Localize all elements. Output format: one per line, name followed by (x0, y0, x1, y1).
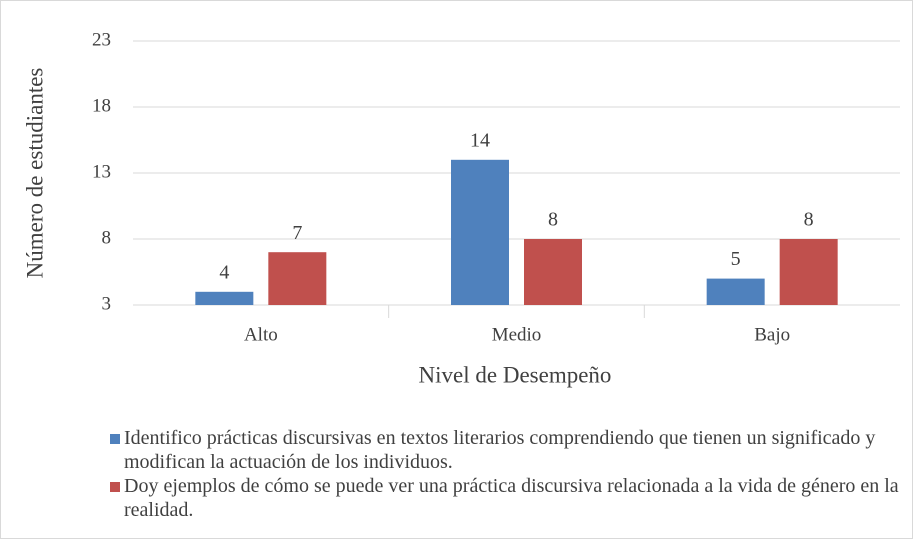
data-label: 4 (219, 261, 229, 283)
data-label: 14 (470, 129, 490, 151)
x-tick-label: Bajo (754, 324, 790, 345)
y-tick-label: 23 (92, 29, 111, 50)
legend-label: Doy ejemplos de cómo se puede ver una pr… (124, 475, 899, 521)
bar (195, 291, 254, 305)
data-label: 8 (548, 209, 558, 231)
y-tick-label: 3 (102, 293, 112, 314)
x-axis-title: Nivel de Desempeño (419, 362, 612, 387)
y-tick-label: 8 (102, 227, 112, 248)
bar (524, 239, 582, 305)
y-axis-title: Número de estudiantes (22, 68, 47, 279)
legend: Identifico prácticas discursivas en text… (110, 426, 900, 522)
legend-swatch (110, 482, 120, 492)
x-tick-label: Medio (492, 324, 542, 345)
legend-swatch (110, 434, 120, 444)
data-label: 5 (731, 248, 741, 270)
legend-label: Identifico prácticas discursivas en text… (124, 427, 876, 473)
y-tick-label: 13 (92, 161, 111, 182)
bar (451, 159, 509, 305)
legend-entry: Identifico prácticas discursivas en text… (110, 426, 900, 474)
bar (706, 278, 765, 305)
data-label: 8 (804, 209, 814, 231)
legend-entry: Doy ejemplos de cómo se puede ver una pr… (110, 474, 900, 522)
data-label: 7 (292, 222, 302, 244)
bar (268, 252, 327, 305)
x-tick-label: Alto (244, 324, 278, 345)
bar (779, 239, 838, 305)
y-tick-label: 18 (92, 95, 111, 116)
